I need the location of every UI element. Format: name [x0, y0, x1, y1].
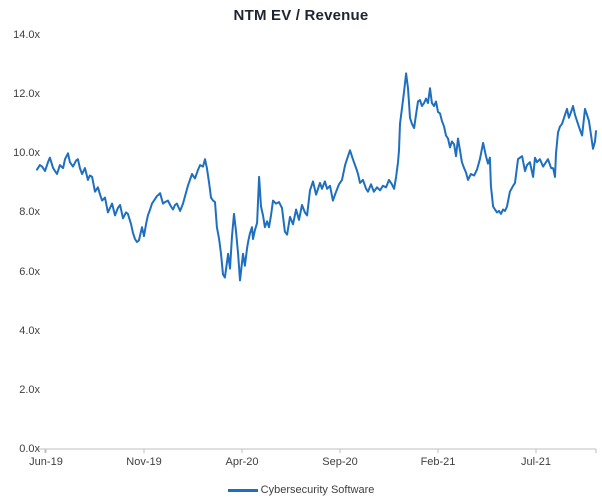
x-tick-label: Jun-19 [29, 456, 63, 468]
y-tick-label: 10.0x [13, 147, 40, 160]
y-tick-label: 8.0x [19, 206, 40, 219]
x-tick-label: Jul-21 [521, 456, 551, 468]
y-tick-label: 0.0x [19, 443, 40, 455]
y-tick-label: 12.0x [13, 88, 40, 101]
series-line [36, 72, 597, 282]
y-tick-label: 4.0x [19, 324, 40, 337]
x-tick-label: Sep-20 [322, 456, 358, 468]
y-tick-label: 14.0x [13, 29, 40, 41]
y-tick-label: 2.0x [19, 383, 40, 396]
legend-label: Cybersecurity Software [260, 484, 375, 496]
x-tick-label: Feb-21 [420, 456, 456, 468]
x-tick-label: Nov-19 [126, 456, 162, 468]
x-tick-label: Apr-20 [225, 456, 259, 468]
chart-title: NTM EV / Revenue [233, 7, 369, 24]
y-tick-label: 6.0x [19, 265, 40, 278]
legend-line-swatch [227, 488, 258, 492]
legend: Cybersecurity Software [0, 484, 602, 496]
